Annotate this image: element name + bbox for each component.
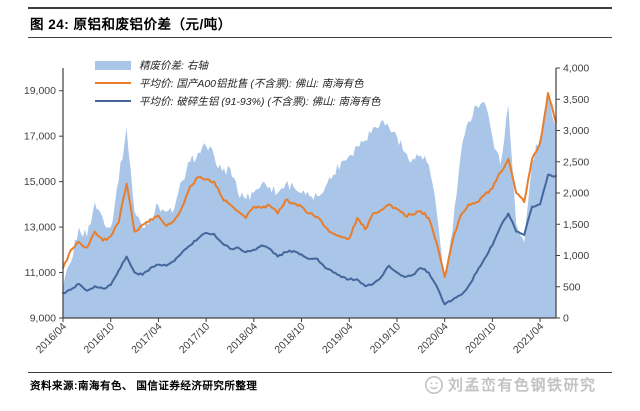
x-axis-tick-label: 2020/04 bbox=[415, 321, 450, 356]
smiley-logo-icon bbox=[425, 375, 443, 394]
x-axis-tick-label: 2021/04 bbox=[511, 321, 546, 356]
figure-title: 图 24: 原铝和废铝价差（元/吨） bbox=[30, 17, 232, 32]
legend-label: 平均价: 破碎生铝 (91-93%) (不含票): 佛山: 南海有色 bbox=[139, 95, 381, 108]
legend-item: 精废价差: 右轴 bbox=[95, 58, 381, 72]
legend-line-swatch bbox=[95, 99, 131, 103]
legend-line-swatch bbox=[95, 81, 131, 85]
right-axis-tick-label: 2,000 bbox=[563, 188, 589, 200]
right-axis-tick-label: 500 bbox=[563, 281, 581, 293]
right-axis-tick-label: 1,500 bbox=[563, 219, 589, 231]
a00-aluminum-line-series bbox=[62, 92, 557, 279]
chart-legend: 精废价差: 右轴平均价: 国产A00铝批售 (不含票): 佛山: 南海有色平均价… bbox=[95, 58, 381, 108]
legend-label: 精废价差: 右轴 bbox=[139, 59, 208, 72]
legend-label: 平均价: 国产A00铝批售 (不含票): 佛山: 南海有色 bbox=[139, 77, 364, 90]
right-axis-tick-label: 0 bbox=[563, 313, 569, 325]
x-axis-tick-label: 2019/10 bbox=[368, 321, 403, 356]
source-divider bbox=[28, 372, 612, 373]
left-axis-tick-label: 11,000 bbox=[25, 267, 56, 279]
legend-item: 平均价: 国产A00铝批售 (不含票): 佛山: 南海有色 bbox=[95, 76, 381, 90]
left-axis-tick-label: 13,000 bbox=[24, 222, 56, 234]
top-divider bbox=[28, 7, 612, 9]
watermark-text: 刘孟峦有色钢铁研究 bbox=[448, 377, 597, 394]
spread-area-series bbox=[63, 96, 556, 318]
x-axis-tick-label: 2019/04 bbox=[320, 321, 355, 356]
x-axis-tick-label: 2018/10 bbox=[272, 321, 307, 356]
right-axis-tick-label: 1,000 bbox=[563, 250, 589, 262]
watermark: 刘孟峦有色钢铁研究 bbox=[424, 374, 597, 395]
x-axis-tick-label: 2016/04 bbox=[34, 321, 69, 356]
right-axis-tick-label: 3,000 bbox=[563, 125, 589, 137]
legend-item: 平均价: 破碎生铝 (91-93%) (不含票): 佛山: 南海有色 bbox=[95, 94, 381, 108]
title-divider bbox=[28, 37, 612, 38]
source-note: 资料来源:南海有色、 国信证券经济研究所整理 bbox=[30, 380, 258, 392]
x-axis-tick-label: 2017/04 bbox=[129, 321, 164, 356]
scrap-aluminum-line-series bbox=[62, 173, 557, 306]
legend-area-swatch bbox=[95, 60, 131, 70]
right-axis-tick-label: 4,000 bbox=[563, 63, 589, 75]
x-axis-tick-label: 2016/10 bbox=[81, 321, 116, 356]
x-axis-tick-label: 2020/10 bbox=[463, 321, 498, 356]
x-axis-tick-label: 2018/04 bbox=[225, 321, 260, 356]
left-axis-tick-label: 15,000 bbox=[24, 176, 56, 188]
right-axis-tick-label: 2,500 bbox=[563, 156, 589, 168]
left-axis-tick-label: 19,000 bbox=[24, 85, 56, 97]
left-axis-tick-label: 9,000 bbox=[30, 313, 56, 325]
left-axis-tick-label: 17,000 bbox=[24, 131, 56, 143]
x-axis-tick-label: 2017/10 bbox=[177, 321, 212, 356]
right-axis-tick-label: 3,500 bbox=[563, 94, 589, 106]
